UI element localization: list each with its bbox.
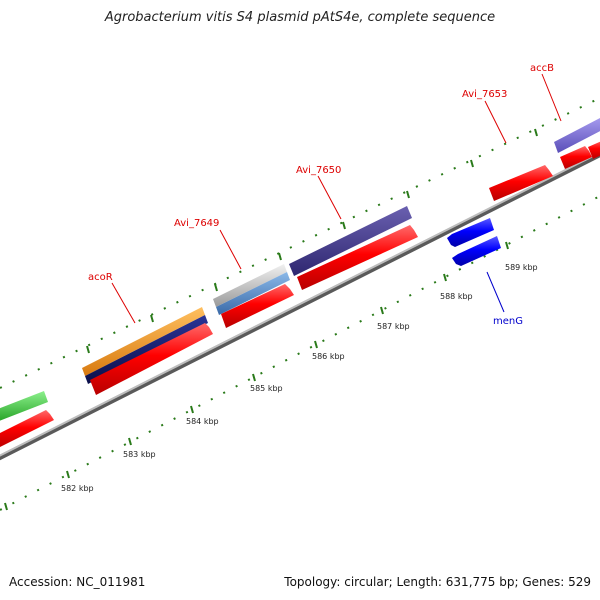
cog-feature-accb-lavender[interactable] xyxy=(554,117,600,153)
gene-label-acor[interactable]: acoR xyxy=(88,272,113,283)
scale-label-583: 583 kbp xyxy=(123,450,156,459)
scale-label-588: 588 kbp xyxy=(440,292,473,301)
cds-arrow-acor[interactable] xyxy=(90,323,213,395)
scale-label-586: 586 kbp xyxy=(312,352,345,361)
cog-feature-acor-orange[interactable] xyxy=(82,307,205,376)
gene-label-meng[interactable]: menG xyxy=(493,316,523,327)
cog-feature-acor-navy[interactable] xyxy=(85,315,208,384)
scale-label-584: 584 kbp xyxy=(186,417,219,426)
gene-label-avi7649[interactable]: Avi_7649 xyxy=(174,218,219,229)
cog-feature-avi7649-gray[interactable] xyxy=(213,264,287,307)
cds-arrow-meng-2[interactable] xyxy=(452,236,501,266)
cog-feature-avi7649-lightblue[interactable] xyxy=(216,272,290,315)
gene-label-avi7650[interactable]: Avi_7650 xyxy=(296,165,341,176)
gene-label-accb[interactable]: accB xyxy=(530,63,554,74)
cog-feature-avi7650-purple[interactable] xyxy=(289,206,412,276)
label-leaders xyxy=(111,73,562,324)
cds-arrow-avi7653[interactable] xyxy=(489,165,553,201)
plasmid-backbone xyxy=(0,151,600,461)
inner-tick-track xyxy=(0,195,600,511)
scale-label-582: 582 kbp xyxy=(61,484,94,493)
inner-major-ticks xyxy=(4,241,509,511)
topology-label: Topology: circular; Length: 631,775 bp; … xyxy=(284,575,591,589)
gene-label-avi7653[interactable]: Avi_7653 xyxy=(462,89,507,100)
scale-label-587: 587 kbp xyxy=(377,322,410,331)
cog-feature-green[interactable] xyxy=(0,391,48,423)
cds-arrow-avi7650[interactable] xyxy=(297,225,418,290)
outer-major-ticks xyxy=(86,128,538,354)
cds-arrow-accb-1[interactable] xyxy=(560,146,592,169)
map-title: Agrobacterium vitis S4 plasmid pAtS4e, c… xyxy=(104,10,496,25)
scale-label-589: 589 kbp xyxy=(505,263,538,272)
cds-arrow-avi7649[interactable] xyxy=(221,284,294,328)
scale-label-585: 585 kbp xyxy=(250,384,283,393)
cds-arrow-left[interactable] xyxy=(0,410,54,449)
accession-label: Accession: NC_011981 xyxy=(9,575,146,589)
cds-arrow-meng-1[interactable] xyxy=(447,218,494,247)
cds-arrow-accb-2[interactable] xyxy=(588,140,600,159)
